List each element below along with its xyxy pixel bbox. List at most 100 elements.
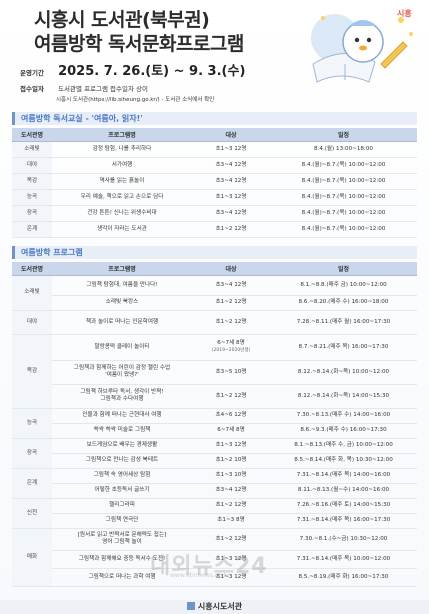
site-cell: 은계: [12, 468, 52, 499]
target-cell: 초1~3 12명: [192, 438, 270, 454]
target-cell: 초1~2 12명: [192, 295, 270, 311]
schedule-cell: 8.12.~8.14.(화~목) 10:00~12:00: [270, 360, 417, 385]
program-cell: 그림책과 함께하는 어린이 감정 챌린 수업 '여름이 왔넹?': [52, 360, 192, 385]
col-header-schedule: 일정: [270, 128, 417, 142]
program-cell: 쓱싹 쓱싹 미술로 그림책: [52, 423, 192, 439]
table-row: 그림책으로 만나는 감성 북테트 초1~2 10명 8.5.~8.14.(매주 …: [12, 453, 417, 469]
target-cell: 초3~4 12명: [192, 173, 270, 190]
table-row: 그림책 연극단 초1~3 8명 7.31.~8.14.(매주 목) 16:00~…: [12, 513, 417, 529]
target-cell: 초1~2 12명: [192, 528, 270, 551]
program-cell: 그림책 탐험대, 여름을 만나다!: [52, 275, 192, 296]
col-header-program: 프로그램명: [52, 128, 192, 142]
target-cell: 초1~2 12명: [192, 384, 270, 409]
site-cell: 소래빛: [12, 275, 52, 311]
table-row: 장곡 보드게임으로 배우는 경제생활 초1~3 12명 8.1.~8.13.(매…: [12, 438, 417, 469]
target-cell: 초1~3 12명: [192, 568, 270, 587]
program-cell: 어떻한 초등독서 글쓰기: [52, 483, 192, 499]
program-cell: 헬리그라피: [52, 498, 192, 514]
section1-body: 소래빛 감정 탐험, 나를 추리하다 초1~3 12명 8.4.(월) 13:00~1…: [12, 141, 417, 238]
schedule-cell: 8.7.~8.21.(매주 목) 16:00~17:30: [270, 334, 417, 361]
schedule-cell: 7.26.~8.16.(매주 토) 14:00~15:30: [270, 498, 417, 514]
site-cell: 은계: [12, 221, 52, 238]
program-cell: 말랑콩떡 클레이 놀이터: [52, 334, 192, 361]
mascot-illustration: 시흥: [311, 8, 413, 83]
program-cell: 보드게임으로 배우는 경제생활: [52, 438, 192, 454]
program-cell: 그림책 하브루타 독서, 생각이 반짝! 그림책과 수다여행: [52, 384, 192, 409]
col-header-site: 도서관명: [12, 262, 52, 276]
title-line-1: 시흥시 도서관(북부권): [34, 9, 210, 31]
section2-body: 소래빛 그림책 탐험대, 여름을 만나다! 초3~4 12명 8.1.~8.8.…: [12, 275, 417, 587]
program-line-2: 영어 그림책 놀이: [102, 539, 142, 545]
schedule-cell: 8.1.~8.8.(매주 금) 10:00~12:00: [270, 275, 417, 296]
table-row: 능곡 인물과 함께 떠나는 근현대사 여행 초4~6 12명 7.30.~8.1…: [12, 408, 417, 439]
library-logo-icon: [186, 602, 195, 610]
program-cell: 우리 예술, 책으로 읽고 손으로 담다: [52, 189, 192, 206]
target-cell: 초1~2 10명: [192, 453, 270, 469]
table-row: 목감 말랑콩떡 클레이 놀이터 6~7세 8명 (2019~2020년생) 8.7…: [12, 334, 417, 409]
col-header-target: 대상: [192, 128, 270, 142]
schedule-cell: 8.1.~8.13.(매주 수, 금) 10:00~12:00: [270, 438, 417, 454]
col-header-program: 프로그램명: [52, 262, 192, 276]
col-header-target: 대상: [192, 262, 270, 276]
schedule-cell: 8.4.(월)~8.7.(목) 10:00~12:00: [270, 189, 417, 206]
target-cell: 초1~3 12명: [192, 189, 270, 206]
site-cell: 신천: [12, 498, 52, 529]
table-row: 쓱싹 쓱싹 미술로 그림책 6~7세 8명 8.6.~9.3.(매주 수) 16…: [12, 423, 417, 439]
section2-title: 여름방학 프로그램: [12, 246, 417, 259]
target-sub: (2019~2020년생): [211, 348, 251, 353]
site-cell: 목감: [12, 334, 52, 409]
target-cell: 6~7세 8명 (2019~2020년생): [192, 334, 270, 361]
program-cell: 서가여행: [52, 157, 192, 174]
table-row: 대야 책과 놀이로 떠나는 인문학여행 초1~2 12명 7.28.~8.11.…: [12, 310, 417, 335]
program-cell: 책과 놀이로 떠나는 인문학여행: [52, 310, 192, 335]
siheung-logo: 시흥: [397, 8, 412, 18]
target-cell: 초1~3 12명: [192, 550, 270, 569]
schedule-cell: 8.6.~8.20.(매주 수) 16:00~18:00: [270, 295, 417, 311]
target-cell: 초1~2 12명: [192, 498, 270, 514]
table-row: 소래빛 그림책 탐험대, 여름을 만나다! 초3~4 12명 8.1.~8.8.…: [12, 275, 417, 311]
table-row: 목감 역사를 읽는 흙놀이 초3~4 12명 8.4.(월)~8.7.(목) 10:0…: [12, 173, 417, 190]
site-cell: 장곡: [12, 205, 52, 222]
target-cell: 초3~5 10명: [192, 360, 270, 385]
site-cell: 대야: [12, 157, 52, 174]
program-cell: 역사를 읽는 흙놀이: [52, 173, 192, 190]
target-cell: 초1~3 10명: [192, 468, 270, 484]
table-row: 대야 서가여행 초3~4 12명 8.4.(월)~8.7.(목) 10:00~12:0…: [12, 157, 417, 174]
target-cell: 초1~2 12명: [192, 310, 270, 335]
target-cell: 초1~3 12명: [192, 141, 270, 158]
target-cell: 초1~3 8명: [192, 513, 270, 529]
site-cell: 능곡: [12, 408, 52, 439]
table-row: 소래빛 감정 탐험, 나를 추리하다 초1~3 12명 8.4.(월) 13:00~1…: [12, 141, 417, 158]
schedule-cell: 7.28.~8.11.(매주 월) 16:00~17:30: [270, 310, 417, 335]
program-cell: 감정 탐험, 나를 추리하다: [52, 141, 192, 158]
table-row: 능곡 우리 예술, 책으로 읽고 손으로 담다 초1~3 12명 8.4.(월)~8.…: [12, 189, 417, 206]
program-line-1: 그림책 하브루타 독서, 생각이 반짝!: [80, 389, 164, 395]
table-row: 어떻한 초등독서 글쓰기 초3~4 12명 8.11.~8.13.(월~수) 1…: [12, 483, 417, 499]
table-row: 은계 그림책 속 영어세상 탐험 초1~3 10명 7.31.~8.14.(매주…: [12, 468, 417, 499]
target-cell: 초4~6 12명: [192, 408, 270, 424]
table-row: 그림책과 함께하는 어린이 감정 챌린 수업 '여름이 왔넹?' 초3~5 10명…: [12, 360, 417, 385]
footer-label: 시흥시도서관: [197, 602, 243, 611]
table-row: 장곡 건강 튼튼! 신나는 위생수비대 초3~4 12명 8.4.(월)~8.7.(목…: [12, 205, 417, 222]
program-cell: [원서로 읽고 반짝서로 문해력도 잡는] 영어 그림책 놀이: [52, 528, 192, 551]
program-line-1: 그림책과 함께하는 어린이 감정 챌린 수업: [73, 365, 171, 371]
watermark-text: 내외뉴스24: [150, 554, 268, 579]
program-line-2: '여름이 왔넹?': [105, 372, 139, 378]
schedule-cell: 8.4.(월)~8.7.(목) 10:00~12:00: [270, 221, 417, 238]
footer: 시흥시도서관: [0, 600, 429, 614]
schedule-cell: 8.4.(월)~8.7.(목) 10:00~12:00: [270, 173, 417, 190]
col-header-schedule: 일정: [270, 262, 417, 276]
program-cell: 그림책으로 떠나는 과학 여행: [52, 568, 192, 587]
schedule-cell: 8.4.(월)~8.7.(목) 10:00~12:00: [270, 157, 417, 174]
table-row: 그림책과 함께해요 중등 독서수 도전! 초1~3 12명 7.31.~8.14…: [12, 550, 417, 569]
site-cell: 목감: [12, 173, 52, 190]
target-cell: 초3~4 12명: [192, 157, 270, 174]
target-main: 6~7세 8명: [217, 340, 245, 346]
section1-title: 여름방학 독서교실 - '여름아, 읽자!': [12, 112, 417, 125]
program-line-2: 그림책과 수다여행: [100, 396, 144, 402]
apply-label: 접수일자: [20, 85, 44, 93]
target-cell: 초3~4 12명: [192, 275, 270, 296]
program-cell: 건강 튼튼! 신나는 위생수비대: [52, 205, 192, 222]
schedule-cell: 8.4.(월) 13:00~18:00: [270, 141, 417, 158]
section1-header-row: 도서관명 프로그램명 대상 일정: [12, 128, 417, 142]
